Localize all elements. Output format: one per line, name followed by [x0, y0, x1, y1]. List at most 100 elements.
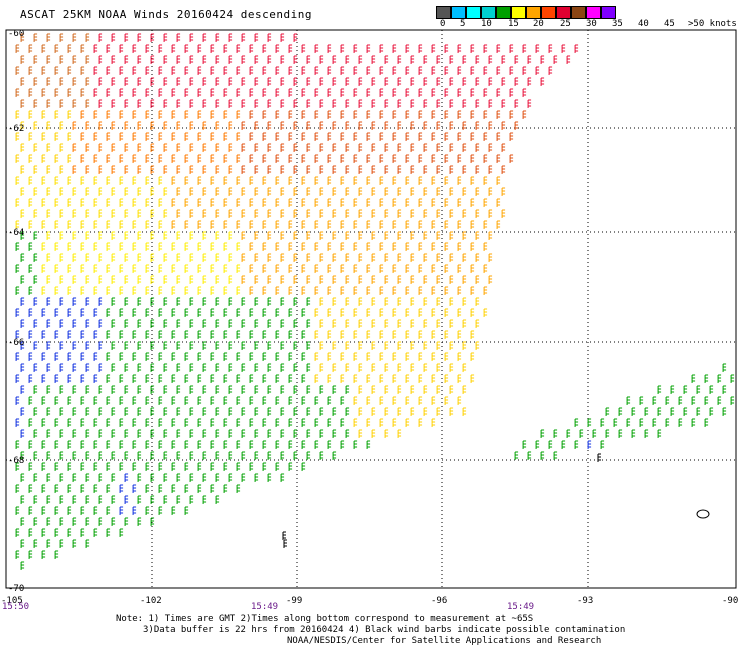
wind-barb [449, 297, 454, 306]
wind-barb [436, 77, 441, 86]
wind-barb [228, 253, 233, 262]
wind-barb [301, 374, 306, 383]
wind-barb [293, 363, 298, 372]
wind-barb [639, 396, 644, 405]
wind-barb [262, 66, 267, 75]
wind-barb [241, 99, 246, 108]
lat-label: -62 [8, 124, 24, 134]
wind-barb [332, 143, 337, 152]
wind-barb [163, 275, 168, 284]
wind-barb [210, 198, 215, 207]
wind-barb [98, 319, 103, 328]
wind-barb [353, 110, 358, 119]
wind-barb [67, 220, 72, 229]
wind-barb [501, 99, 506, 108]
wind-barb [150, 385, 155, 394]
wind-barb [444, 396, 449, 405]
wind-barb [345, 341, 350, 350]
wind-barb [98, 363, 103, 372]
wind-barb [301, 132, 306, 141]
legend-swatch [541, 6, 556, 19]
wind-barb [436, 319, 441, 328]
wind-barb [340, 330, 345, 339]
wind-barb [449, 121, 454, 130]
wind-barb [392, 374, 397, 383]
wind-barb [202, 143, 207, 152]
wind-barb [111, 275, 116, 284]
wind-barb [33, 385, 38, 394]
wind-barb [176, 385, 181, 394]
wind-barb [223, 462, 228, 471]
legend-swatch [481, 6, 496, 19]
wind-barb [158, 132, 163, 141]
lon-label: -93 [577, 596, 593, 606]
wind-barb [332, 341, 337, 350]
wind-barb [254, 341, 259, 350]
wind-barb [72, 319, 77, 328]
wind-barb [436, 275, 441, 284]
wind-barb [28, 220, 33, 229]
wind-barb [15, 198, 20, 207]
wind-barb [132, 66, 137, 75]
wind-barb [98, 121, 103, 130]
wind-barb [33, 275, 38, 284]
wind-barb [202, 165, 207, 174]
wind-barb [423, 99, 428, 108]
wind-barb [436, 99, 441, 108]
wind-barb [397, 429, 402, 438]
wind-barb [15, 484, 20, 493]
wind-barb [85, 55, 90, 64]
wind-barb [54, 528, 59, 537]
wind-barb [267, 187, 272, 196]
wind-barb [340, 418, 345, 427]
wind-barb [236, 176, 241, 185]
wind-barb [483, 286, 488, 295]
wind-barb [254, 429, 259, 438]
wind-barb [275, 264, 280, 273]
wind-barb [228, 121, 233, 130]
wind-barb [262, 308, 267, 317]
wind-barb [418, 132, 423, 141]
wind-barb [301, 308, 306, 317]
wind-barb [132, 110, 137, 119]
wind-barb [72, 33, 77, 42]
wind-barb [124, 297, 129, 306]
wind-barb [46, 473, 51, 482]
wind-barb [267, 99, 272, 108]
wind-barb [306, 341, 311, 350]
wind-barb [241, 165, 246, 174]
wind-barb [431, 264, 436, 273]
wind-barb [366, 396, 371, 405]
wind-barb [314, 242, 319, 251]
wind-barb [72, 275, 77, 284]
wind-barb [319, 121, 324, 130]
wind-barb [137, 99, 142, 108]
wind-barb [353, 176, 358, 185]
wind-barb [202, 187, 207, 196]
wind-barb [436, 363, 441, 372]
wind-barb [436, 385, 441, 394]
wind-barb [59, 77, 64, 86]
wind-barb [327, 418, 332, 427]
wind-barb [327, 198, 332, 207]
wind-barb [176, 253, 181, 262]
wind-barb [137, 77, 142, 86]
wind-barb [119, 484, 124, 493]
wind-barb [366, 176, 371, 185]
wind-barb [449, 55, 454, 64]
wind-barb [470, 264, 475, 273]
wind-barb [358, 253, 363, 262]
wind-barb [327, 264, 332, 273]
wind-barb [392, 66, 397, 75]
wind-barb [197, 220, 202, 229]
wind-barb [327, 88, 332, 97]
wind-barb [202, 473, 207, 482]
wind-barb [20, 275, 25, 284]
wind-barb [176, 33, 181, 42]
wind-barb [241, 319, 246, 328]
wind-barb [20, 77, 25, 86]
wind-barb [41, 198, 46, 207]
wind-barb [397, 55, 402, 64]
wind-barb [171, 176, 176, 185]
